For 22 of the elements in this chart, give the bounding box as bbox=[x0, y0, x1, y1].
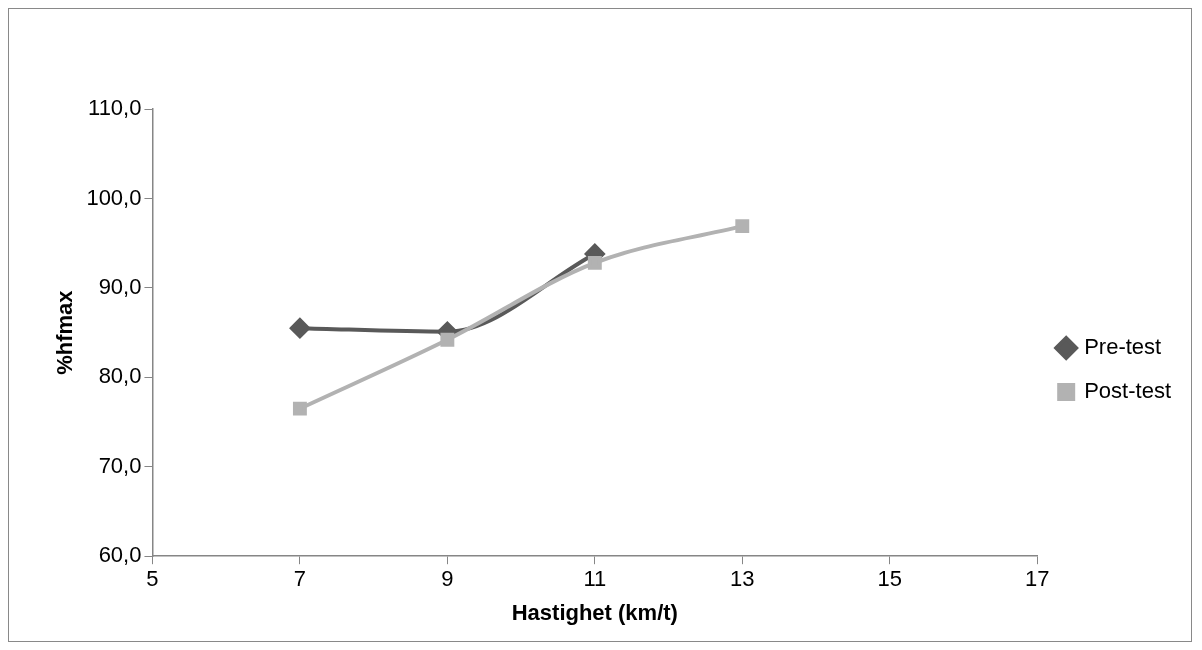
x-tick-label: 13 bbox=[730, 566, 755, 592]
y-tick-label: 80,0 bbox=[98, 363, 142, 389]
point bbox=[292, 401, 307, 416]
legend-label: Pre-test bbox=[1084, 334, 1162, 360]
x-tick-label: 11 bbox=[583, 566, 607, 592]
y-tick-label: 100,0 bbox=[86, 184, 142, 210]
point bbox=[587, 255, 602, 270]
point bbox=[289, 318, 310, 339]
point bbox=[440, 332, 455, 347]
legend-label: Post-test bbox=[1084, 378, 1171, 404]
x-axis-title: Hastighet (km/t) bbox=[511, 599, 678, 625]
x-tick-label: 7 bbox=[293, 566, 307, 592]
y-tick-label: 70,0 bbox=[98, 452, 142, 478]
x-tick-label: 15 bbox=[877, 566, 902, 592]
y-tick-label: 110,0 bbox=[88, 95, 142, 121]
x-tick-label: 5 bbox=[146, 566, 159, 592]
point bbox=[735, 219, 750, 234]
x-tick-label: 9 bbox=[441, 566, 454, 592]
y-tick-label: 90,0 bbox=[98, 273, 142, 299]
x-tick-label: 17 bbox=[1024, 566, 1050, 592]
y-tick-label: 60,0 bbox=[98, 542, 142, 568]
y-axis-title: %hfmax bbox=[52, 289, 78, 375]
